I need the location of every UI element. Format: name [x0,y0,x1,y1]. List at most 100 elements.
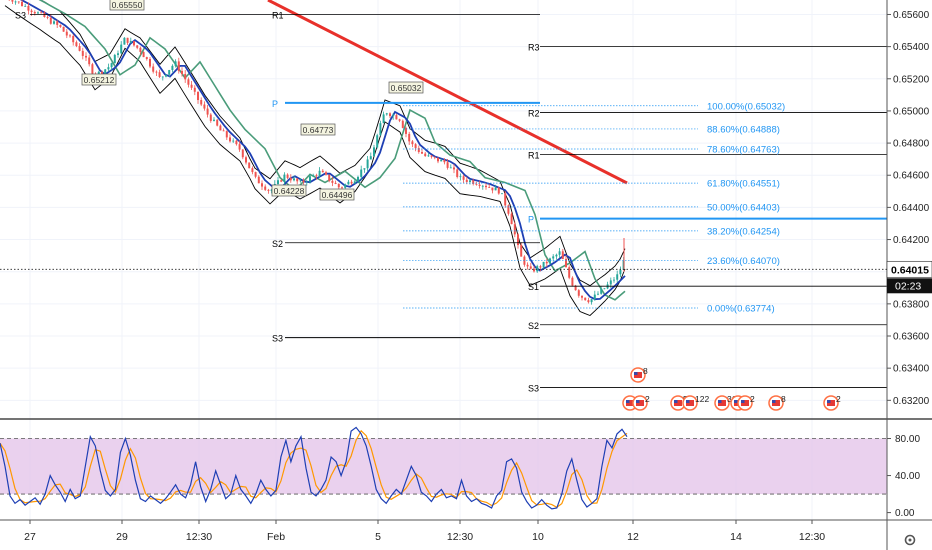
candle-body [408,133,411,142]
candle-body [17,1,20,3]
candle-body [280,180,283,182]
price-annotation-box [319,188,355,201]
candle-body [536,266,539,272]
flag-icon-stripes [636,400,644,406]
time-tick-label: Feb [267,531,285,543]
pivot-label-s3: S3 [272,334,283,344]
event-marker[interactable]: 122 [682,394,709,411]
event-marker[interactable]: 2 [823,394,841,411]
candle-body [494,187,497,191]
candle-body [251,168,254,173]
event-marker[interactable]: 8 [630,366,648,383]
fib-label: 88.60%(0.64888) [707,124,780,135]
candle-body [117,53,119,55]
candle-body [389,113,391,117]
candle-body [577,290,580,296]
candle-body [65,31,68,36]
candle-body [110,63,113,68]
ma-blue [19,0,626,301]
ma-green [38,0,626,301]
economic-events[interactable]: 82225122361282 [622,366,841,411]
candle-body [485,185,487,188]
candle-body [373,147,375,157]
flag-icon-stripes [686,400,694,406]
moving-averages [19,0,628,301]
price-annotation: 0.64496 [319,188,355,201]
flag-icon-canton [636,400,640,403]
candle-body [53,21,55,24]
candle-body [229,137,231,142]
candle-body [421,152,423,154]
event-count: 122 [695,394,709,404]
pivot-label-r2: R2 [528,109,540,119]
candle-body [101,71,103,74]
candle-body [424,153,427,157]
candle-body [609,280,612,285]
candle-body [357,176,359,182]
candle-body [315,175,318,177]
candle-body [235,140,238,145]
candle-body [619,269,622,275]
candle-body [449,167,452,169]
time-tick-label: 12 [627,531,639,543]
current-price-label: 0.64015 [891,264,929,276]
flag-icon-canton [634,372,638,375]
event-marker[interactable]: 2 [632,394,650,411]
candle-body [561,251,564,260]
osc-tick-label: 80.00 [895,434,920,445]
candle-body [350,181,353,184]
flag-icon-canton [741,400,745,403]
candle-body [152,66,155,72]
fib-label: 100.00%(0.65032) [707,101,785,112]
candle-body [88,57,91,65]
price-annotation-text: 0.64773 [303,125,334,135]
event-count: 8 [781,394,786,404]
candle-body [446,162,449,168]
candle-body [264,186,267,190]
candle-body [158,72,161,77]
flag-icon-canton [734,400,738,403]
candle-body [40,12,43,14]
price-annotation-box [388,81,424,94]
candle-body [417,148,420,153]
candle-body [539,266,542,268]
candle-body [171,65,174,71]
price-tick-label: 0.65400 [893,42,930,53]
candle-body [542,261,545,268]
candle-body [353,181,356,184]
gear-icon[interactable] [904,534,916,546]
candle-body [203,104,206,109]
candle-body [174,61,177,66]
price-tick-label: 0.63600 [893,332,930,343]
candle-body [213,119,215,121]
candle-body [334,182,337,184]
candle-body [475,183,478,185]
time-tick-label: 27 [24,531,36,543]
candle-body [341,187,343,189]
candle-body [46,17,49,18]
fib-label: 50.00%(0.64403) [707,202,780,213]
candle-body [584,297,587,301]
candle-body [37,12,39,14]
candle-body [14,1,17,3]
candle-body [49,17,52,24]
candle-body [401,120,404,128]
fib-label: 23.60%(0.64070) [707,256,780,267]
event-marker[interactable]: 2 [737,394,755,411]
candle-body [501,193,503,195]
price-annotation-text: 0.64496 [322,190,353,200]
candle-body [385,113,388,115]
candle-body [309,176,311,182]
price-annotation-box [271,184,307,197]
candle-body [165,74,167,77]
event-marker[interactable]: 8 [768,394,786,411]
candle-body [62,26,65,32]
price-annotation: 0.65550 [109,0,145,11]
price-annotation: 0.64228 [271,184,307,197]
candle-body [427,155,430,157]
time-tick-label: 12:30 [186,531,212,543]
price-tick-label: 0.64600 [893,171,930,182]
candle-body [139,47,142,52]
